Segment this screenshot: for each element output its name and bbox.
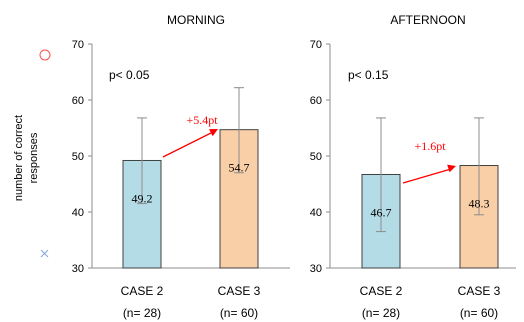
chart-panels: MORNING 30 40 50 60 70 p< 0.05 49.2 CASE 2 (n= 28…: [72, 13, 516, 320]
p-value-text: p< 0.05: [109, 68, 150, 82]
y-axis-label-line2: responses: [28, 132, 40, 183]
x-category-count: (n= 60): [460, 306, 498, 320]
x-category-count: (n= 60): [220, 306, 258, 320]
y-tick-label: 30: [310, 263, 322, 275]
x-category-label: CASE 2: [121, 284, 164, 298]
panel-title: AFTERNOON: [390, 13, 465, 27]
y-tick-label: 60: [310, 95, 322, 107]
y-tick-label: 70: [72, 39, 84, 51]
difference-arrow: [162, 131, 214, 158]
p-value-text: p< 0.15: [348, 68, 389, 82]
bar-value-label: 48.3: [469, 197, 490, 211]
difference-label: +1.6pt: [414, 139, 446, 153]
y-tick-label: 30: [72, 263, 84, 275]
x-category-label: CASE 3: [218, 284, 261, 298]
x-category-label: CASE 2: [360, 284, 403, 298]
panel-title: MORNING: [167, 13, 225, 27]
bar-value-label: 46.7: [371, 205, 392, 219]
y-tick-label: 60: [72, 95, 84, 107]
y-tick-label: 70: [310, 39, 322, 51]
edge-markers: [39, 49, 51, 258]
y-tick-label: 50: [72, 151, 84, 163]
bar-value-label: 49.2: [132, 191, 153, 205]
bar-value-label: 54.7: [229, 161, 250, 175]
difference-arrow: [402, 168, 452, 184]
cross-marker-icon-stroke: [40, 249, 49, 258]
panel-afternoon: AFTERNOON 30 40 50 60 70 p< 0.15 46.7 CASE 2 (n= …: [310, 13, 516, 320]
y-tick-label: 50: [310, 151, 322, 163]
difference-arrowhead: [209, 129, 218, 137]
y-tick-label: 40: [72, 207, 84, 219]
x-category-count: (n= 28): [362, 306, 400, 320]
x-category-count: (n= 28): [123, 306, 161, 320]
difference-arrowhead: [447, 164, 456, 173]
y-axis-label-line1: number of correct: [13, 115, 25, 201]
panel-morning: MORNING 30 40 50 60 70 p< 0.05 49.2 CASE 2 (n= 28…: [72, 13, 290, 320]
x-category-label: CASE 3: [458, 284, 501, 298]
difference-label: +5.4pt: [186, 113, 218, 127]
circle-marker-icon: [39, 49, 51, 61]
y-tick-label: 40: [310, 207, 322, 219]
